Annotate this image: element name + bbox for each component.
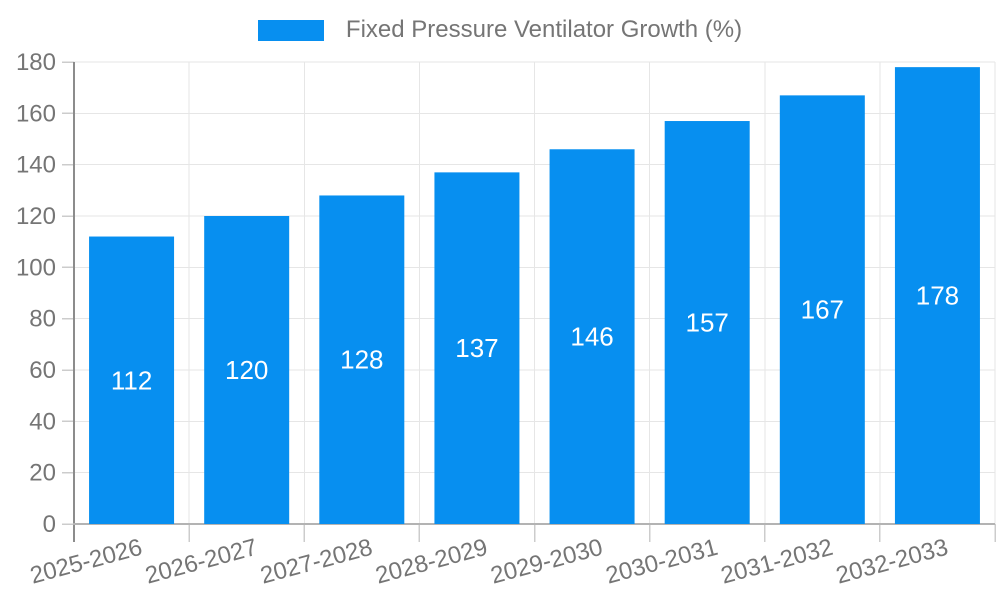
bar-value-label: 120 bbox=[225, 355, 268, 385]
bar-value-label: 167 bbox=[801, 295, 844, 325]
y-axis-tick-label: 80 bbox=[29, 306, 56, 333]
y-axis-tick-label: 100 bbox=[16, 254, 56, 281]
y-axis-tick-label: 120 bbox=[16, 203, 56, 230]
y-axis-tick-label: 60 bbox=[29, 357, 56, 384]
bar[interactable] bbox=[894, 67, 980, 524]
y-axis-tick-label: 40 bbox=[29, 408, 56, 435]
bar[interactable] bbox=[434, 172, 520, 524]
bar[interactable] bbox=[89, 236, 175, 525]
x-axis-tick-label: 2031-2032 bbox=[718, 534, 836, 590]
bar[interactable] bbox=[549, 149, 635, 524]
x-axis-tick-label: 2025-2026 bbox=[27, 534, 145, 590]
y-axis-tick-label: 0 bbox=[43, 511, 56, 538]
x-axis-tick-label: 2027-2028 bbox=[258, 534, 376, 590]
y-axis-tick-label: 140 bbox=[16, 152, 56, 179]
x-axis-tick-label: 2032-2033 bbox=[833, 534, 951, 590]
y-axis-tick-label: 160 bbox=[16, 100, 56, 127]
y-axis-tick-label: 20 bbox=[29, 460, 56, 487]
legend-swatch bbox=[257, 19, 324, 41]
chart-legend[interactable]: Fixed Pressure Ventilator Growth (%) bbox=[0, 16, 1000, 44]
legend-label: Fixed Pressure Ventilator Growth (%) bbox=[345, 16, 743, 43]
bar-value-label: 178 bbox=[916, 281, 959, 311]
x-axis-tick-label: 2028-2029 bbox=[373, 534, 491, 590]
bar[interactable] bbox=[779, 95, 865, 524]
bar-value-label: 137 bbox=[455, 333, 498, 363]
bar-value-label: 146 bbox=[570, 322, 613, 352]
x-axis-tick-label: 2030-2031 bbox=[603, 534, 721, 590]
bar-value-label: 112 bbox=[111, 365, 152, 395]
x-axis-tick-label: 2026-2027 bbox=[142, 534, 260, 590]
y-axis-tick-label: 180 bbox=[16, 49, 56, 76]
bar[interactable] bbox=[319, 195, 405, 524]
bar[interactable] bbox=[664, 121, 750, 525]
x-axis-tick-label: 2029-2030 bbox=[488, 534, 606, 590]
bar-value-label: 157 bbox=[685, 308, 728, 338]
bar-value-label: 128 bbox=[340, 345, 383, 375]
bar[interactable] bbox=[204, 216, 290, 524]
